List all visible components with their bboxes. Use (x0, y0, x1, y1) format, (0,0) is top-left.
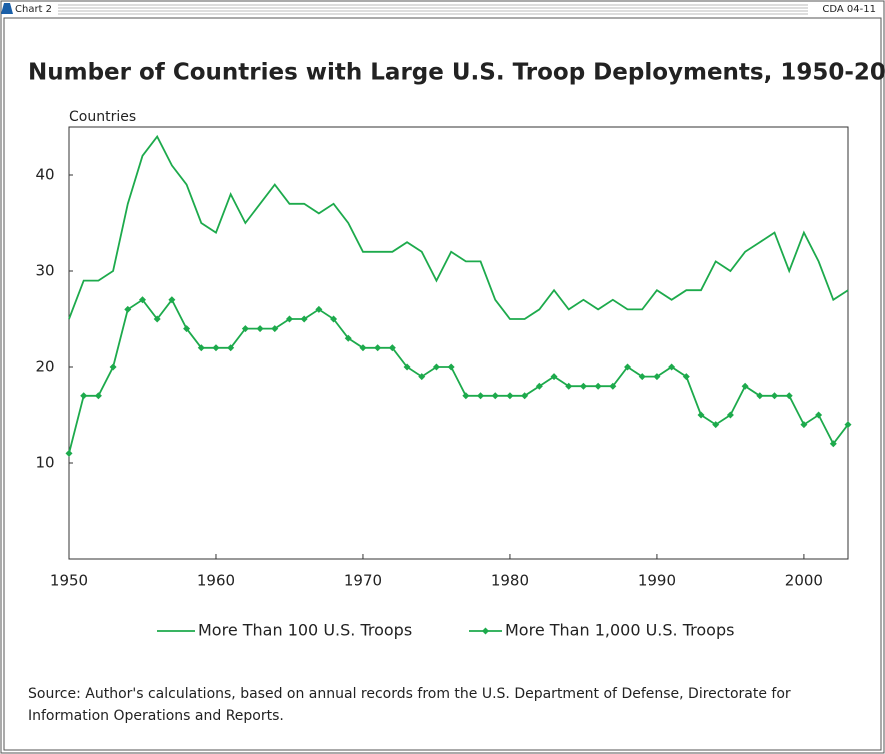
marker (271, 325, 279, 333)
header-right: CDA 04-11 (822, 4, 876, 15)
marker (300, 315, 308, 323)
marker (565, 382, 573, 390)
marker (594, 382, 602, 390)
marker (771, 392, 779, 400)
source-note: Source: Author's calculations, based on … (28, 683, 868, 727)
marker (785, 392, 793, 400)
marker (624, 363, 632, 371)
marker (550, 373, 558, 381)
marker (403, 363, 411, 371)
marker (682, 373, 690, 381)
plot-frame (68, 126, 849, 560)
header-left: Chart 2 (15, 4, 52, 15)
y-tick-label: 30 (35, 262, 54, 280)
source-label: Source (28, 686, 77, 702)
marker (712, 421, 720, 429)
x-tick-label: 1970 (344, 572, 382, 590)
marker (315, 305, 323, 313)
marker (359, 344, 367, 352)
marker (138, 296, 146, 304)
marker (668, 363, 676, 371)
marker (109, 363, 117, 371)
y-axis-label: Countries (69, 109, 136, 125)
marker (65, 449, 73, 457)
x-tick-label: 1960 (197, 572, 235, 590)
y-tick-label: 10 (35, 454, 54, 472)
legend-marker (482, 627, 489, 635)
marker (477, 392, 485, 400)
x-tick-label: 2000 (785, 572, 823, 590)
marker (330, 315, 338, 323)
marker (609, 382, 617, 390)
marker (212, 344, 220, 352)
marker (462, 392, 470, 400)
y-tick-label: 40 (35, 166, 54, 184)
marker (697, 411, 705, 419)
marker (432, 363, 440, 371)
marker (741, 382, 749, 390)
marker (344, 334, 352, 342)
marker (285, 315, 293, 323)
legend-label: More Than 1,000 U.S. Troops (505, 621, 734, 640)
marker (829, 440, 837, 448)
marker (638, 373, 646, 381)
source-text: : Author's calculations, based on annual… (28, 686, 791, 724)
marker (844, 421, 852, 429)
marker (168, 296, 176, 304)
y-tick-label: 20 (35, 358, 54, 376)
legend-label: More Than 100 U.S. Troops (198, 621, 412, 640)
marker (815, 411, 823, 419)
x-tick-label: 1980 (491, 572, 529, 590)
marker (491, 392, 499, 400)
marker (726, 411, 734, 419)
marker (506, 392, 514, 400)
marker (521, 392, 529, 400)
marker (241, 325, 249, 333)
marker (756, 392, 764, 400)
marker (653, 373, 661, 381)
marker (183, 325, 191, 333)
chart-title: Number of Countries with Large U.S. Troo… (28, 60, 885, 86)
header-icon (1, 3, 13, 14)
marker (418, 373, 426, 381)
marker (124, 305, 132, 313)
marker (447, 363, 455, 371)
marker (256, 325, 264, 333)
x-tick-label: 1990 (638, 572, 676, 590)
marker (535, 382, 543, 390)
marker (197, 344, 205, 352)
x-tick-label: 1950 (50, 572, 88, 590)
series-line (68, 298, 849, 454)
marker (579, 382, 587, 390)
marker (80, 392, 88, 400)
marker (800, 421, 808, 429)
marker (374, 344, 382, 352)
inner-frame (3, 17, 882, 751)
marker (94, 392, 102, 400)
header-rules (58, 4, 808, 15)
marker (388, 344, 396, 352)
marker (153, 315, 161, 323)
series-line (68, 134, 849, 320)
marker (227, 344, 235, 352)
